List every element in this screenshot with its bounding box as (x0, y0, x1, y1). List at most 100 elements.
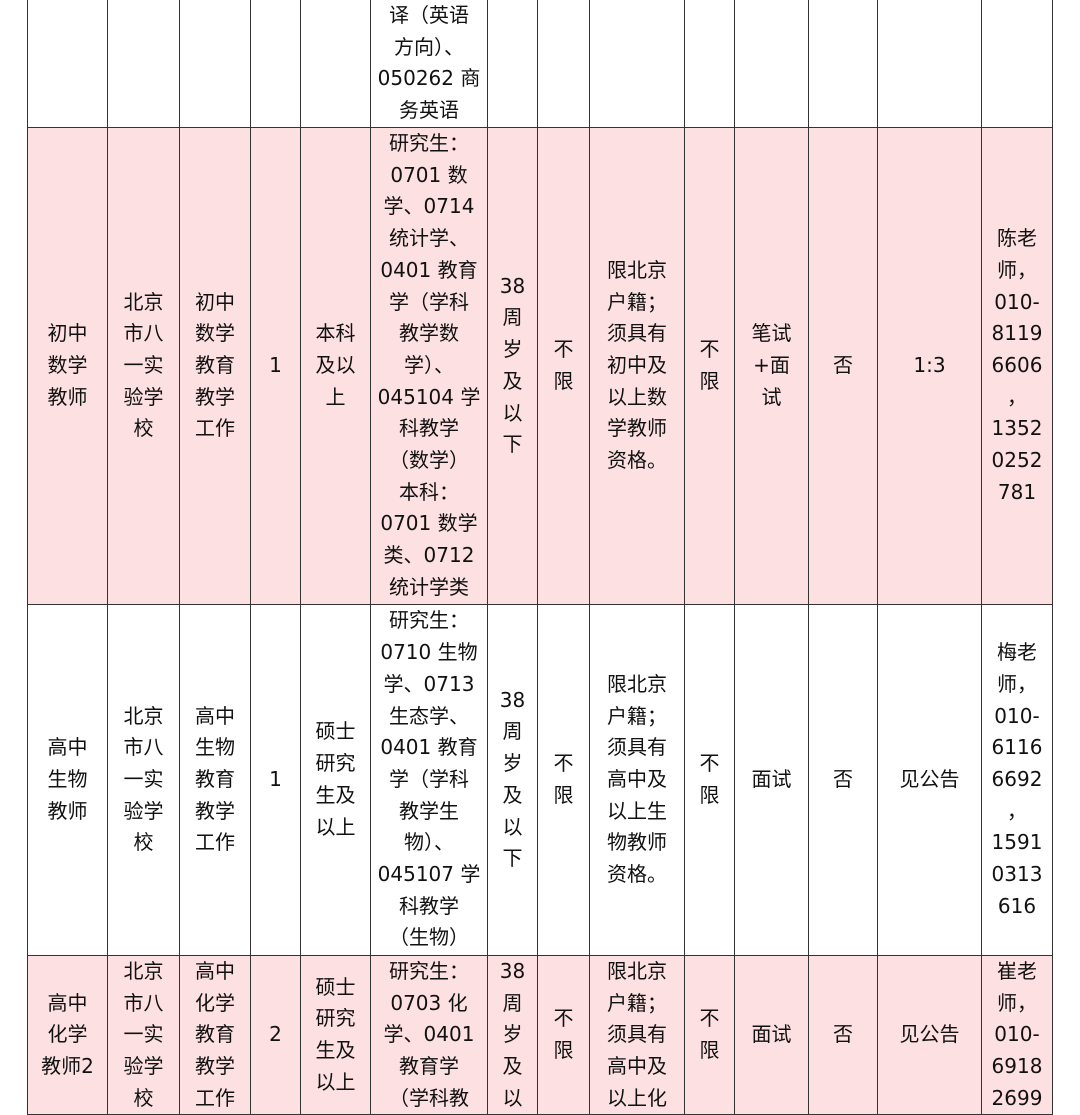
cell-line: 教育 (195, 352, 235, 377)
cell-line: 学（学科 (389, 289, 469, 314)
cell-ratio-flag: 否 (808, 603, 878, 956)
cell-line: 高中 (195, 703, 235, 728)
cell-line: 1352 (991, 416, 1043, 441)
cell-interview-ratio: 1:3 (877, 126, 982, 605)
cell-line: 务英语 (399, 98, 459, 123)
cell-line: 限 (553, 1038, 574, 1063)
cell-line: 教学 (195, 1053, 235, 1078)
cell-interview-ratio (877, 0, 982, 128)
cell-line: 高中及 (607, 1053, 667, 1078)
cell-line: 户籍； (607, 289, 667, 314)
table-row: 高中 生物 教师 北京 市八 一实 验学校高中 生物 教育 教学 工作 1 硕士 研究 生及 以上 研究生： 07… (27, 603, 1053, 956)
cell-education: 硕士 研究 生及 以上 (300, 603, 371, 956)
cell-line: 010- (994, 289, 1040, 314)
cell-line: 科教学 (399, 416, 459, 441)
cell-line: 试 (761, 384, 782, 409)
cell-line: 0313 (991, 862, 1043, 887)
cell-line: 010- (994, 703, 1040, 728)
cell-contact: 陈老 师， 010- 8119 6606 ， 1352 0252 781 (981, 126, 1053, 605)
cell-job-duties: 初中 数学 教育 教学 工作 (179, 126, 251, 605)
cell-line: 化学 (195, 990, 235, 1015)
cell-work-experience: 不限 (684, 603, 735, 956)
cell-line: 不 (699, 337, 720, 362)
cell-age (487, 0, 538, 128)
cell-line: 6918 (991, 1053, 1043, 1078)
cell-line: 统计学类 (389, 574, 469, 599)
cell-line: 6692 (991, 766, 1043, 791)
cell-line: 物）、 (404, 830, 454, 855)
cell-line: 一实 (123, 1022, 164, 1047)
cell-employer: 北京 市八 一实 验学校 (107, 126, 180, 605)
cell-line: 周 (502, 990, 523, 1015)
cell-headcount: 1 (250, 126, 301, 605)
cell-contact: 崔老 师， 010- 6918 2699 (981, 954, 1053, 1115)
cell-line: 户籍； (607, 703, 667, 728)
cell-line: 周 (502, 719, 523, 744)
cell-line: 不 (553, 337, 574, 362)
cell-line: 生及 (315, 1038, 356, 1063)
cell-line: 0701 数 (390, 162, 468, 187)
cell-other-requirements: 限北京 户籍； 须具有 高中及 以上生 物教师 资格。 (589, 603, 685, 956)
cell-line: 限 (699, 782, 720, 807)
cell-line: 梅老 (997, 640, 1037, 665)
cell-line: 崔老 (997, 958, 1037, 983)
cell-line: 类、0712 (383, 543, 475, 568)
cell-line: 以上数 (607, 384, 667, 409)
cell-line: 不 (699, 1006, 720, 1031)
cell-contact (981, 0, 1053, 128)
cell-line: 师， (997, 257, 1037, 282)
cell-line: 781 (997, 479, 1037, 504)
cell-line: 0401 教育 (380, 257, 478, 282)
cell-line: 0252 (991, 448, 1043, 473)
cell-line: 限 (553, 368, 574, 393)
cell-line: 面试 (751, 1022, 792, 1047)
cell-line: 限 (699, 1038, 720, 1063)
cell-line: 师， (997, 990, 1037, 1015)
cell-ratio-flag: 否 (808, 954, 878, 1115)
cell-line: 化学 (47, 1022, 88, 1047)
cell-line: 岁 (502, 337, 523, 362)
cell-position-name (27, 0, 108, 128)
cell-line: 一实 (123, 352, 164, 377)
cell-line: 研究生： (389, 958, 469, 983)
cell-line: 工作 (195, 1085, 235, 1110)
cell-line: 限北京 (607, 671, 667, 696)
cell-line: 1 (269, 352, 282, 377)
cell-line: 不 (553, 1006, 574, 1031)
cell-line: 8119 (991, 321, 1043, 346)
cell-line: 限北京 (607, 257, 667, 282)
cell-line: 以上 (315, 1069, 356, 1094)
cell-line: 笔试 (751, 321, 792, 346)
cell-line: 研究生： (389, 608, 469, 633)
cell-employer (107, 0, 180, 128)
cell-contact: 梅老 师， 010- 6116 6692 ， 1591 0313 616 (981, 603, 1053, 956)
cell-ratio-flag: 否 (808, 126, 878, 605)
cell-major: 译（英语 方向）、 050262 商务英语 (370, 0, 488, 128)
cell-education: 本科 及以上 (300, 126, 371, 605)
cell-exam-method (734, 0, 809, 128)
cell-line: 须具有 (607, 735, 667, 760)
cell-line: 38 (499, 687, 526, 712)
cell-headcount: 2 (250, 954, 301, 1115)
cell-interview-ratio: 见公告 (877, 603, 982, 956)
cell-employer: 北京 市八 一实 验学校 (107, 954, 180, 1115)
cell-line: 0703 化 (390, 990, 468, 1015)
cell-line: 高中 (195, 958, 235, 983)
cell-line: 本科： (399, 479, 459, 504)
cell-line: 6116 (991, 735, 1043, 760)
cell-line: 2 (269, 1022, 282, 1047)
cell-line: 见公告 (899, 766, 960, 791)
cell-line: 2699 (991, 1085, 1043, 1110)
cell-position-name: 高中 生物 教师 (27, 603, 108, 956)
cell-line: 北京 (123, 958, 164, 983)
cell-work-experience: 不限 (684, 126, 735, 605)
cell-line: 及 (502, 368, 523, 393)
cell-political-status: 不限 (537, 126, 590, 605)
cell-line: 生及 (315, 782, 356, 807)
cell-line: 本科 (315, 321, 356, 346)
cell-line: 及 (502, 1053, 523, 1078)
cell-line: 验学 (123, 798, 164, 823)
table-row: 高中 化学 教师2 北京 市八 一实 验学校高中 化学 教育 教学 工作 2 硕士 研究 生及 以上 研究生： 0… (27, 954, 1053, 1115)
cell-line: +面 (753, 352, 790, 377)
cell-line: 0710 生物 (380, 640, 478, 665)
